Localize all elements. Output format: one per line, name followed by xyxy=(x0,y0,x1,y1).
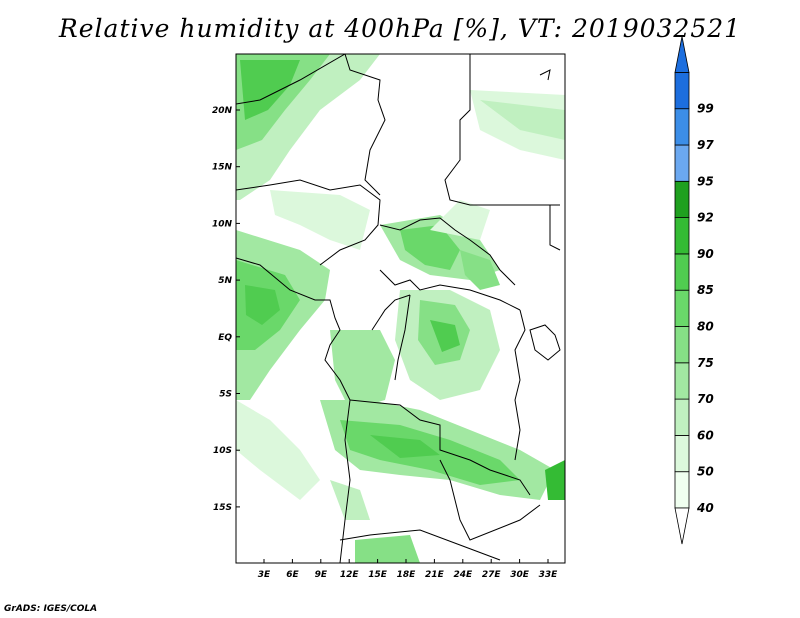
colorbar-level-label: 95 xyxy=(697,174,714,188)
colorbar-level-label: 97 xyxy=(697,138,714,152)
colorbar-upper-arrow xyxy=(674,36,690,73)
colorbar-segment xyxy=(674,471,690,509)
lon-tick-label: 27E xyxy=(482,570,502,580)
colorbar-segment xyxy=(674,289,690,327)
lon-tick-label: 6E xyxy=(286,570,299,580)
colorbar-level-label: 40 xyxy=(696,501,714,515)
colorbar-segment xyxy=(674,217,690,255)
lat-tick-label: 15N xyxy=(212,163,233,173)
lat-tick-label: 15S xyxy=(213,503,232,513)
colorbar-level-label: 85 xyxy=(697,283,714,297)
longitude-axis: 3E 6E 9E 12E 15E 18E 21E 24E 27E 30E 33E xyxy=(258,559,558,580)
colorbar-level-label: 92 xyxy=(697,211,714,225)
colorbar-lower-arrow xyxy=(674,507,690,545)
colorbar-segment xyxy=(674,144,690,182)
colorbar-segment xyxy=(674,362,690,400)
lat-tick-label: EQ xyxy=(218,333,232,343)
lat-tick-label: 20N xyxy=(212,106,233,116)
lon-tick-label: 30E xyxy=(510,570,530,580)
colorbar-level-label: 99 xyxy=(697,102,714,116)
lat-tick-label: 5S xyxy=(219,390,232,400)
colorbar-segment xyxy=(674,72,690,110)
lon-tick-label: 12E xyxy=(340,570,360,580)
colorbar-legend: 40 50 60 70 75 80 85 90 92 95 97 99 xyxy=(674,36,714,545)
map-title: Relative humidity at 400hPa [%], VT: 201… xyxy=(58,14,742,43)
map-frame xyxy=(235,53,566,564)
lon-tick-label: 33E xyxy=(539,570,559,580)
colorbar-segment xyxy=(674,434,690,473)
grads-credit: GrADS: IGES/COLA xyxy=(4,604,98,614)
colorbar-segment xyxy=(674,326,690,364)
colorbar-level-label: 70 xyxy=(697,392,714,406)
lon-tick-label: 18E xyxy=(397,570,417,580)
colorbar-segment xyxy=(674,253,690,291)
lon-tick-label: 9E xyxy=(315,570,328,580)
colorbar-level-label: 50 xyxy=(697,465,714,479)
colorbar-level-label: 75 xyxy=(697,356,714,370)
lat-tick-label: 5N xyxy=(218,276,232,286)
lon-tick-label: 21E xyxy=(425,570,445,580)
lat-tick-label: 10N xyxy=(212,219,233,229)
lat-tick-label: 10S xyxy=(213,446,232,456)
lon-tick-label: 15E xyxy=(368,570,388,580)
colorbar-level-label: 90 xyxy=(697,247,714,261)
latitude-axis: 20N 15N 10N 5N EQ 5S 10S 15S xyxy=(212,106,240,513)
country-borders xyxy=(236,54,561,563)
colorbar-segment xyxy=(674,108,690,146)
colorbar-level-label: 60 xyxy=(697,428,714,442)
colorbar-level-label: 80 xyxy=(697,320,714,334)
lon-tick-label: 3E xyxy=(258,570,271,580)
colorbar-segment xyxy=(674,398,690,436)
colorbar-segment xyxy=(674,180,690,219)
lon-tick-label: 24E xyxy=(453,570,473,580)
humidity-shading xyxy=(236,54,565,563)
